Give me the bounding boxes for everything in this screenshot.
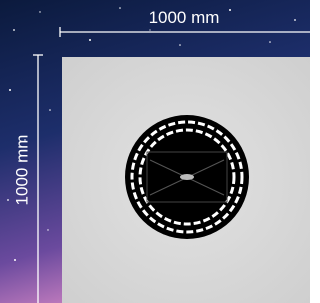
drain <box>125 115 249 239</box>
height-label: 1000 mm <box>12 135 31 206</box>
width-label: 1000 mm <box>149 8 220 27</box>
product-image: 1000 mm 1000 mm <box>0 0 310 303</box>
page: 1000 mm 1000 mm (() => { const data = JS… <box>0 0 310 303</box>
